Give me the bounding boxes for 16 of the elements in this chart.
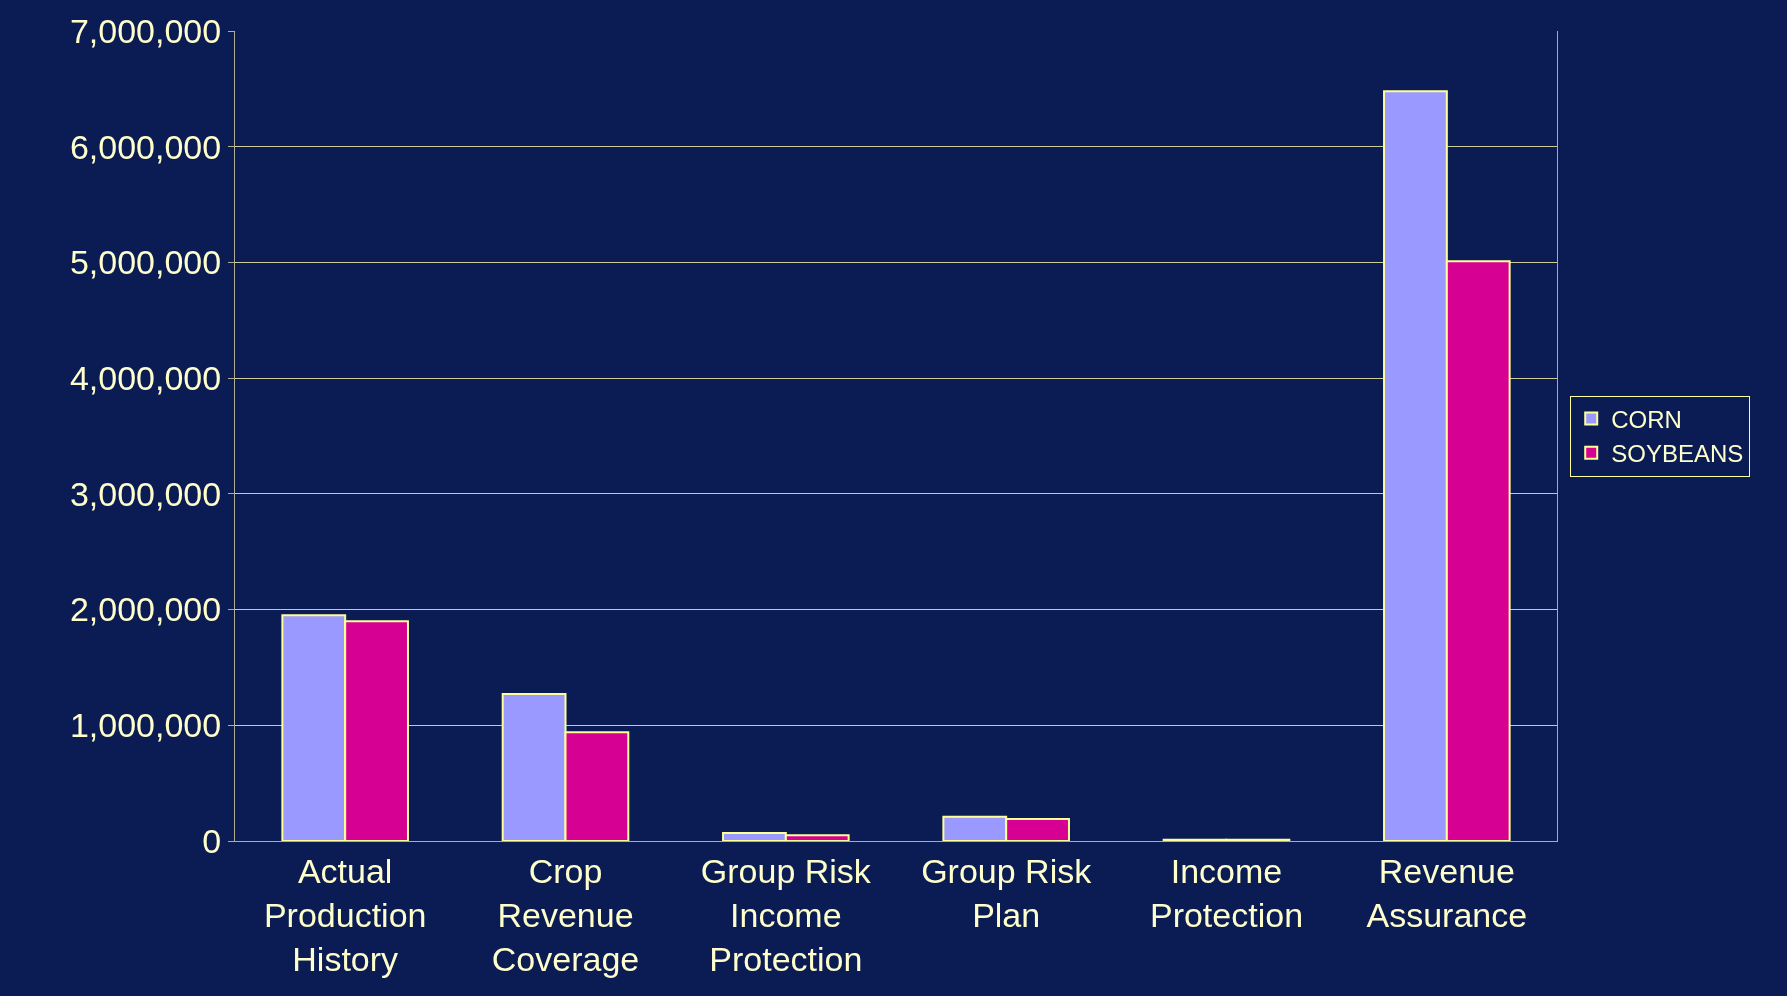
x-tick-label: Group Risk Plan: [921, 851, 1093, 934]
x-tick-label: Crop Revenue Coverage: [491, 851, 640, 979]
y-tick-label: 7,000,000: [69, 11, 222, 50]
y-tick-label: 0: [202, 821, 222, 860]
x-tick-label: Group Risk Income Protection: [700, 851, 872, 979]
y-tick-label: 2,000,000: [69, 590, 222, 629]
y-tick-label: 3,000,000: [69, 474, 222, 513]
x-tick-label: Revenue Assurance: [1366, 851, 1528, 934]
x-tick-label: Actual Production History: [263, 851, 427, 979]
y-tick-label: 5,000,000: [69, 243, 222, 282]
y-tick-label: 6,000,000: [69, 127, 222, 166]
legend-label: SOYBEANS: [1611, 440, 1744, 468]
x-tick-label: Income Protection: [1149, 851, 1304, 934]
y-tick-label: 4,000,000: [69, 359, 222, 398]
legend-label: CORN: [1611, 405, 1682, 433]
y-tick-label: 1,000,000: [69, 706, 222, 745]
